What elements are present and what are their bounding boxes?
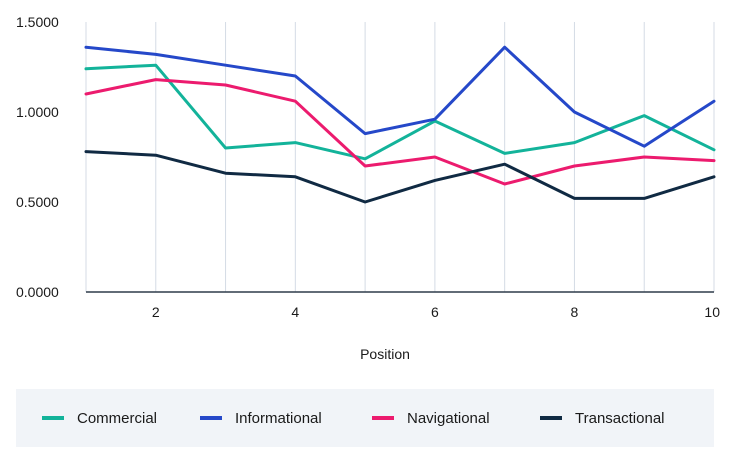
x-tick-label: 6 [431, 304, 439, 320]
series-lines [84, 45, 716, 204]
x-tick-label: 10 [704, 304, 720, 320]
series-line-commercial [84, 63, 716, 161]
y-tick-label: 0.5000 [16, 194, 59, 210]
y-tick-label: 0.0000 [16, 284, 59, 300]
legend-box [16, 389, 714, 447]
x-tick-label: 8 [571, 304, 579, 320]
series-line-transactional [84, 150, 716, 204]
series-line-informational [84, 45, 716, 148]
y-tick-label: 1.0000 [16, 104, 59, 120]
x-axis: 2 4 6 8 10 [152, 304, 720, 320]
legend-label: Navigational [407, 410, 490, 427]
legend: Commercial Informational Navigational Trans… [42, 410, 665, 427]
grid-lines [85, 22, 715, 292]
x-tick-label: 2 [152, 304, 160, 320]
legend-label: Transactional [575, 410, 665, 427]
x-axis-title: Position [360, 346, 410, 362]
legend-label: Informational [235, 410, 322, 427]
series-line-navigational [84, 78, 716, 186]
y-tick-label: 1.5000 [16, 14, 59, 30]
y-axis: 0.0000 0.5000 1.0000 1.5000 [16, 14, 59, 300]
x-tick-label: 4 [291, 304, 299, 320]
legend-label: Commercial [77, 410, 157, 427]
